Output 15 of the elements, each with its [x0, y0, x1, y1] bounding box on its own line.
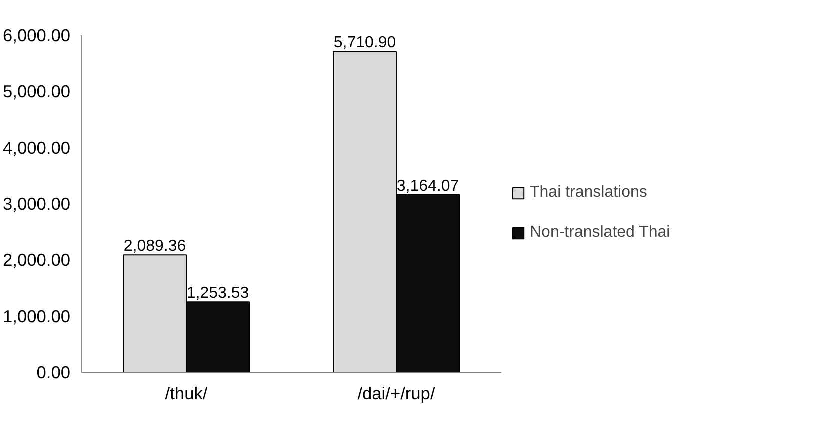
legend-label: Non-translated Thai — [530, 224, 670, 242]
text: 2,089.36 — [124, 238, 186, 256]
y-tick-label: 5,000.00 — [3, 82, 70, 102]
y-tick-label: 4,000.00 — [3, 138, 70, 158]
y-tick-label: 6,000.00 — [3, 26, 70, 46]
text: 5,710.90 — [334, 34, 396, 52]
x-tick-label: /thuk/ — [165, 384, 208, 404]
y-tick-label: 0.00 — [36, 362, 71, 382]
y-tick-label: 3,000.00 — [3, 194, 70, 214]
text: 3,164.07 — [396, 178, 460, 195]
x-tick-label: /dai/+/rup/ — [358, 384, 436, 404]
y-tick-label: 1,000.00 — [3, 306, 70, 326]
legend-label: Thai translations — [530, 184, 648, 202]
text: 1,253.53 — [186, 285, 250, 302]
y-tick-label: 2,000.00 — [3, 250, 70, 270]
